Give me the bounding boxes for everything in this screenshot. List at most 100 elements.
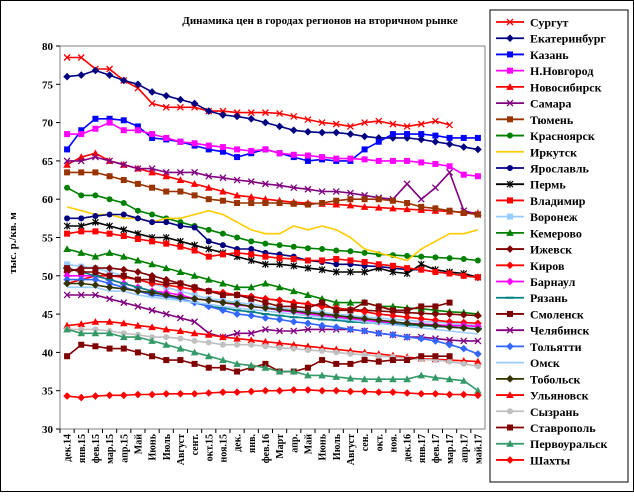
data-point [106, 222, 114, 230]
data-point [262, 360, 269, 367]
legend-label: Кемерово [530, 226, 582, 240]
data-point [77, 54, 85, 61]
data-point [64, 146, 71, 153]
data-point [403, 205, 411, 213]
legend: Сургут Екатеринбург Казань Н.Новгород Новоси… [496, 16, 607, 467]
legend-marker [507, 132, 513, 139]
data-point [304, 364, 311, 371]
data-point [333, 261, 340, 268]
data-point [234, 341, 241, 348]
data-point [418, 253, 425, 260]
data-point [375, 353, 382, 360]
data-point [177, 357, 184, 364]
data-point [304, 116, 312, 123]
data-point [191, 291, 198, 298]
y-tick-label: 50 [42, 271, 54, 283]
data-point [304, 264, 312, 272]
data-point [134, 349, 141, 356]
legend-label: Казань [530, 48, 569, 62]
data-point [148, 288, 156, 297]
legend-marker [506, 456, 514, 464]
data-point [261, 118, 270, 127]
data-point [205, 196, 212, 203]
data-point [78, 268, 85, 275]
data-point [119, 391, 128, 400]
data-point [162, 340, 171, 348]
data-point [92, 268, 99, 275]
data-point [318, 188, 326, 195]
data-point [404, 200, 411, 207]
data-point [361, 268, 369, 276]
data-point [289, 317, 298, 326]
data-point [346, 298, 355, 306]
data-point [404, 157, 411, 164]
data-point [432, 160, 439, 167]
data-point [347, 307, 354, 314]
data-point [446, 134, 453, 141]
data-point [148, 323, 156, 331]
data-point [418, 353, 425, 360]
legend-marker [506, 99, 514, 107]
data-point [361, 299, 368, 306]
data-point [347, 248, 354, 255]
data-point [176, 293, 185, 302]
data-point [219, 356, 227, 364]
data-point [148, 337, 156, 344]
legend-marker [506, 342, 514, 351]
series-line [66, 267, 450, 312]
data-point [78, 326, 85, 333]
data-point [120, 117, 127, 124]
data-point [77, 275, 86, 284]
data-point [290, 255, 297, 262]
series-4 [64, 119, 481, 180]
data-point [119, 252, 128, 260]
data-point [304, 371, 312, 379]
y-tick-label: 55 [42, 233, 54, 245]
legend-label: Киров [530, 259, 565, 273]
data-point [474, 257, 481, 264]
data-point [432, 268, 439, 275]
data-point [290, 113, 298, 120]
data-point [431, 389, 440, 398]
data-point [78, 341, 85, 348]
data-point [318, 266, 326, 274]
legend-label: Сургут [530, 16, 568, 30]
data-point [318, 325, 326, 333]
data-point [474, 274, 481, 281]
data-point [191, 318, 199, 326]
data-point [276, 255, 283, 262]
data-point [78, 127, 85, 134]
legend-label: Новосибирск [530, 80, 602, 94]
legend-marker [507, 408, 513, 415]
data-point [148, 99, 156, 107]
data-point [347, 350, 354, 357]
data-point [459, 390, 468, 399]
data-point [332, 128, 341, 137]
data-point [204, 389, 213, 397]
x-axis: дек.14 янв.15 фев.15 мар.15 апр.15 Май Июнь Июл… [59, 429, 484, 465]
series-22 [67, 286, 478, 335]
data-point [219, 230, 226, 237]
data-point [162, 264, 171, 272]
data-point [304, 245, 311, 252]
data-point [248, 295, 255, 302]
data-point [374, 310, 383, 318]
x-tick-label: окт. [374, 434, 385, 452]
data-point [177, 280, 184, 287]
legend-marker [506, 229, 514, 236]
data-point [106, 345, 113, 352]
data-point [162, 234, 170, 241]
data-point [191, 247, 198, 254]
data-point [304, 201, 311, 208]
data-point [403, 122, 411, 130]
data-point [234, 146, 241, 153]
x-tick-label: дек. [233, 434, 244, 452]
data-point [431, 310, 440, 318]
data-point [149, 211, 156, 218]
data-point [289, 287, 298, 295]
data-point [304, 308, 312, 317]
data-point [106, 230, 113, 237]
data-point [446, 255, 453, 262]
data-point [261, 279, 270, 287]
data-point [474, 386, 482, 394]
